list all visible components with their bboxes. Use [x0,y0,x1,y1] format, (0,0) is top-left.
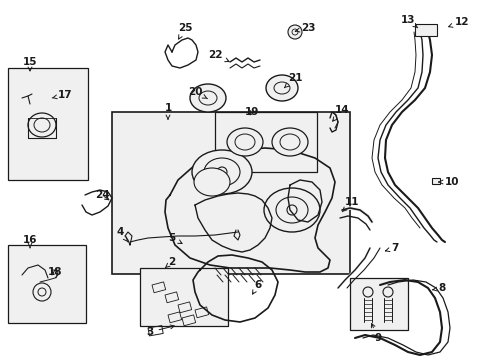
Circle shape [33,283,51,301]
Bar [8,68,88,180]
Circle shape [291,29,297,35]
Text: 21: 21 [284,73,302,88]
Text: 4: 4 [116,227,128,242]
Ellipse shape [275,197,307,223]
Text: 16: 16 [23,235,37,248]
Ellipse shape [235,134,254,150]
Text: 25: 25 [177,23,192,39]
Text: 22: 22 [207,50,228,62]
Text: 8: 8 [432,283,445,293]
Text: 12: 12 [447,17,468,27]
Bar [140,268,227,326]
Text: 3: 3 [146,325,174,337]
Text: 15: 15 [23,57,37,71]
Text: 9: 9 [370,324,381,343]
Text: 14: 14 [332,105,348,121]
Circle shape [382,287,392,297]
Text: 13: 13 [400,15,417,28]
Ellipse shape [203,158,240,186]
Bar [8,245,86,323]
Ellipse shape [264,188,319,232]
Text: 19: 19 [244,107,259,117]
Ellipse shape [28,113,56,137]
Text: 23: 23 [295,23,315,33]
Text: 10: 10 [438,177,458,187]
Bar [349,278,407,330]
Circle shape [287,25,302,39]
Ellipse shape [271,128,307,156]
Text: 11: 11 [342,197,359,212]
Ellipse shape [265,75,297,101]
Text: 6: 6 [252,280,261,294]
Bar [152,282,165,293]
Bar [195,307,208,318]
Circle shape [286,205,296,215]
Circle shape [38,288,46,296]
Text: 7: 7 [385,243,398,253]
Text: 5: 5 [168,233,182,243]
Text: 1: 1 [164,103,171,119]
Ellipse shape [226,128,263,156]
Circle shape [217,167,226,177]
Text: 20: 20 [187,87,207,99]
Bar [431,178,439,184]
Bar [414,24,436,36]
Ellipse shape [194,168,229,196]
Bar [164,292,178,303]
Bar [182,315,195,326]
Bar [168,312,181,323]
Text: 24: 24 [95,190,109,200]
Text: 18: 18 [48,267,62,277]
Ellipse shape [280,134,299,150]
Circle shape [362,287,372,297]
Ellipse shape [34,118,50,132]
Ellipse shape [273,82,289,94]
Ellipse shape [192,150,251,194]
Bar [148,325,163,336]
Ellipse shape [199,91,217,105]
Text: 2: 2 [165,257,175,267]
Text: 17: 17 [52,90,72,100]
Ellipse shape [190,84,225,112]
Bar [112,112,349,274]
Bar [178,302,191,313]
Bar [215,112,316,172]
